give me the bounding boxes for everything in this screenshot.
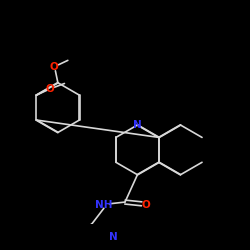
Text: O: O — [142, 200, 150, 209]
Text: N: N — [108, 232, 117, 242]
Text: N: N — [133, 120, 142, 130]
Text: NH: NH — [95, 200, 112, 209]
Text: O: O — [46, 84, 54, 94]
Text: O: O — [50, 62, 58, 72]
